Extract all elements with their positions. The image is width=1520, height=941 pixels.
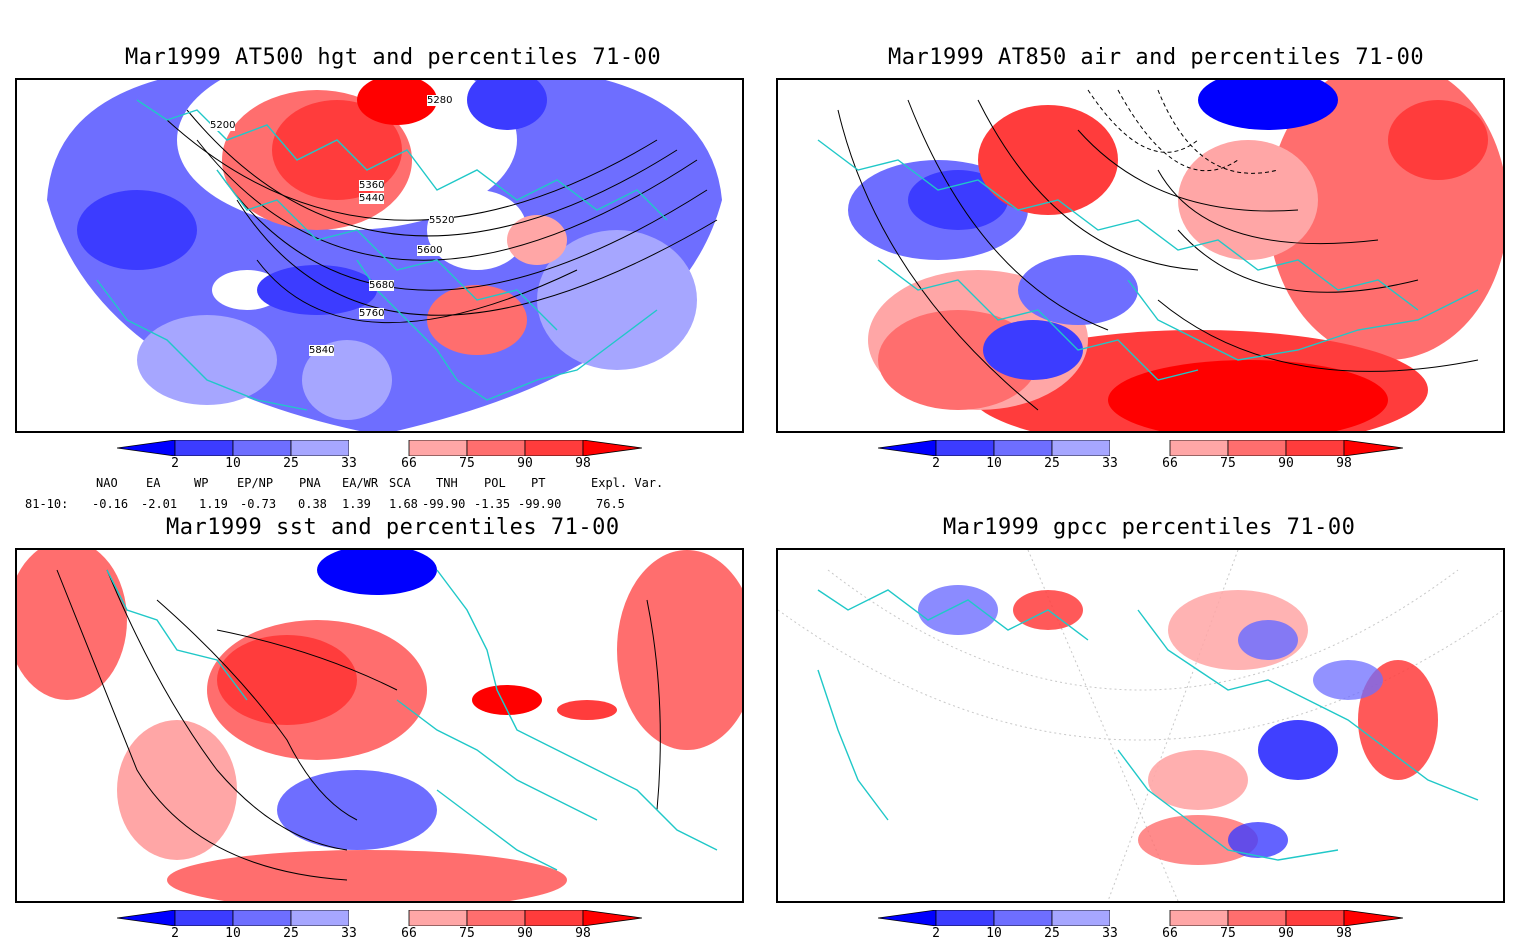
panel2-neg-contours bbox=[1087, 89, 1279, 174]
index-value: -99.90 bbox=[518, 497, 562, 511]
colorbar-tick: 10 bbox=[225, 456, 241, 471]
index-value: -99.90 bbox=[422, 497, 466, 511]
colorbar-tick: 33 bbox=[341, 456, 357, 471]
panel4-coastlines bbox=[817, 589, 1479, 861]
index-value: 1.39 bbox=[342, 497, 371, 511]
index-value: -0.73 bbox=[240, 497, 277, 511]
colorbar-tick: 10 bbox=[986, 456, 1002, 471]
panel3-contours bbox=[56, 569, 661, 881]
panel1-contour-label: 5280 bbox=[427, 95, 453, 106]
index-header: EA bbox=[146, 476, 161, 490]
panel1-contour-label: 5680 bbox=[369, 280, 395, 291]
panel1-map-svg bbox=[27, 80, 732, 431]
panel1-contours bbox=[166, 109, 718, 323]
panel1-contour-label: 5600 bbox=[417, 245, 443, 256]
index-header: WP bbox=[194, 476, 209, 490]
panel3-map-svg bbox=[17, 550, 742, 901]
colorbar-tick: 2 bbox=[171, 456, 179, 471]
index-header: PT bbox=[531, 476, 546, 490]
colorbar-tick: 98 bbox=[575, 456, 591, 471]
index-header: Expl. Var. bbox=[591, 476, 664, 490]
index-value: 1.19 bbox=[199, 497, 228, 511]
index-value: -0.16 bbox=[92, 497, 129, 511]
index-value: 76.5 bbox=[596, 497, 625, 511]
panel1-contour-label: 5360 bbox=[359, 180, 385, 191]
colorbar-tick: 98 bbox=[575, 926, 591, 941]
colorbar-tick: 33 bbox=[341, 926, 357, 941]
colorbar-4: 2 10 25 33 66 75 90 98 bbox=[878, 910, 1403, 941]
colorbar-3: 2 10 25 33 66 75 90 98 bbox=[117, 910, 642, 941]
colorbar-tick: 75 bbox=[459, 926, 475, 941]
colorbar-tick: 75 bbox=[1220, 926, 1236, 941]
panel2-contours bbox=[837, 99, 1479, 411]
colorbar-4-svg bbox=[878, 910, 1403, 926]
colorbar-2-svg bbox=[878, 440, 1403, 456]
index-header: NAO bbox=[96, 476, 118, 490]
panel2-coastlines bbox=[817, 139, 1479, 381]
colorbar-tick: 90 bbox=[1278, 456, 1294, 471]
panel3-title: Mar1999 sst and percentiles 71-00 bbox=[166, 515, 620, 540]
index-header: EP/NP bbox=[237, 476, 274, 490]
index-value: 1.68 bbox=[389, 497, 418, 511]
colorbar-tick: 90 bbox=[517, 456, 533, 471]
colorbar-tick: 33 bbox=[1102, 456, 1118, 471]
panel1-contour-label: 5200 bbox=[210, 120, 236, 131]
panel1-contour-label: 5520 bbox=[429, 215, 455, 226]
panel4-map bbox=[776, 548, 1505, 903]
colorbar-tick: 90 bbox=[1278, 926, 1294, 941]
colorbar-tick: 98 bbox=[1336, 456, 1352, 471]
panel1-title: Mar1999 AT500 hgt and percentiles 71-00 bbox=[125, 45, 662, 70]
colorbar-tick: 2 bbox=[932, 926, 940, 941]
panel2-map-svg bbox=[788, 80, 1503, 431]
index-header: TNH bbox=[436, 476, 458, 490]
colorbar-tick: 25 bbox=[1044, 926, 1060, 941]
colorbar-3-svg bbox=[117, 910, 642, 926]
panel1-contour-label: 5440 bbox=[359, 193, 385, 204]
colorbar-tick: 66 bbox=[401, 926, 417, 941]
panel3-map bbox=[15, 548, 744, 903]
index-header: SCA bbox=[389, 476, 411, 490]
index-header: PNA bbox=[299, 476, 321, 490]
index-row-label: 81-10: bbox=[25, 497, 69, 511]
colorbar-tick: 66 bbox=[401, 456, 417, 471]
panel1-contour-label: 5840 bbox=[309, 345, 335, 356]
panel2-title: Mar1999 AT850 air and percentiles 71-00 bbox=[888, 45, 1425, 70]
panel3-coastlines bbox=[106, 569, 718, 871]
colorbar-tick: 2 bbox=[171, 926, 179, 941]
colorbar-tick: 66 bbox=[1162, 926, 1178, 941]
panel1-contour-label: 5760 bbox=[359, 308, 385, 319]
colorbar-tick: 33 bbox=[1102, 926, 1118, 941]
index-header: POL bbox=[484, 476, 506, 490]
colorbar-tick: 10 bbox=[986, 926, 1002, 941]
colorbar-tick: 2 bbox=[932, 456, 940, 471]
index-value: -1.35 bbox=[474, 497, 511, 511]
colorbar-tick: 10 bbox=[225, 926, 241, 941]
colorbar-tick: 75 bbox=[459, 456, 475, 471]
index-value: -2.01 bbox=[141, 497, 178, 511]
colorbar-tick: 75 bbox=[1220, 456, 1236, 471]
colorbar-tick: 25 bbox=[1044, 456, 1060, 471]
colorbar-tick: 98 bbox=[1336, 926, 1352, 941]
colorbar-2: 2 10 25 33 66 75 90 98 bbox=[878, 440, 1403, 471]
index-header: EA/WR bbox=[342, 476, 379, 490]
colorbar-tick: 66 bbox=[1162, 456, 1178, 471]
colorbar-tick: 25 bbox=[283, 456, 299, 471]
panel1-map: 5200 5280 5360 5440 5520 5600 5680 5760 … bbox=[15, 78, 744, 433]
index-value: 0.38 bbox=[298, 497, 327, 511]
panel2-map bbox=[776, 78, 1505, 433]
colorbar-tick: 90 bbox=[517, 926, 533, 941]
colorbar-1-svg bbox=[117, 440, 642, 456]
panel4-map-svg bbox=[778, 550, 1503, 901]
colorbar-1: 2 10 25 33 66 75 90 98 bbox=[117, 440, 642, 471]
colorbar-tick: 25 bbox=[283, 926, 299, 941]
panel4-title: Mar1999 gpcc percentiles 71-00 bbox=[943, 515, 1356, 540]
